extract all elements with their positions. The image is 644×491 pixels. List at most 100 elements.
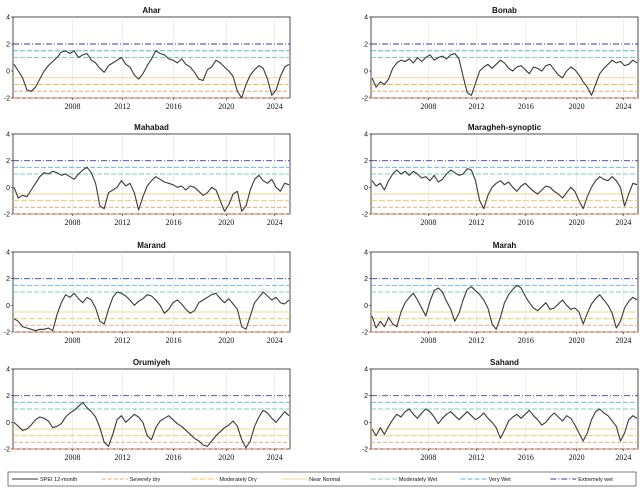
x-tick-label: 2024 [615, 336, 631, 345]
panel-title: Maragheh-synoptic [468, 123, 542, 132]
x-tick-label: 2020 [218, 102, 234, 111]
legend-label: Moderately Wet [399, 477, 438, 483]
x-tick-label: 2024 [615, 453, 631, 462]
x-tick-label: 2012 [468, 102, 484, 111]
y-tick-label: 2 [6, 158, 10, 165]
x-tick-label: 2016 [518, 453, 534, 462]
spei-series-line [371, 168, 638, 210]
panel-mahabad: Mahabad -2 0 2 4 2008 2012 2016 2020 2024 [4, 123, 291, 227]
legend-label: Severely dry [130, 477, 161, 483]
y-tick-label: 2 [364, 276, 368, 283]
y-tick-label: 0 [364, 303, 368, 310]
y-tick-label: -2 [4, 212, 10, 219]
x-tick-label: 2012 [468, 218, 484, 227]
legend-label: Near Normal [309, 477, 340, 483]
y-tick-label: 0 [364, 185, 368, 192]
panel-title: Bonab [492, 6, 517, 15]
x-tick-label: 2020 [569, 336, 585, 345]
y-tick-label: 4 [6, 132, 10, 139]
x-tick-label: 2008 [65, 453, 81, 462]
x-tick-label: 2024 [615, 102, 631, 111]
y-tick-label: -2 [362, 96, 368, 103]
spei-series-line [371, 284, 638, 330]
panel-title: Sahand [490, 358, 519, 367]
x-tick-label: 2012 [114, 336, 130, 345]
y-tick-label: 0 [6, 303, 10, 310]
x-tick-label: 2020 [569, 218, 585, 227]
y-tick-label: 0 [6, 420, 10, 427]
y-tick-label: 4 [6, 15, 10, 22]
x-tick-label: 2020 [218, 453, 234, 462]
x-tick-label: 2020 [569, 453, 585, 462]
y-tick-label: 4 [364, 250, 368, 257]
x-tick-label: 2012 [114, 453, 130, 462]
x-tick-label: 2016 [518, 102, 534, 111]
y-tick-label: 4 [364, 367, 368, 374]
legend-label: Very Wet [489, 477, 512, 483]
x-tick-label: 2024 [267, 336, 283, 345]
y-tick-label: -2 [4, 330, 10, 337]
panel-title: Marand [137, 241, 166, 250]
x-tick-label: 2008 [65, 102, 81, 111]
panel-title: Ahar [142, 6, 160, 15]
y-tick-label: 0 [364, 69, 368, 76]
panel-orumiyeh: Orumiyeh -2 0 2 4 2008 2012 2016 2020 2024 [4, 358, 291, 462]
spei-series-line [13, 401, 290, 449]
x-tick-label: 2016 [518, 218, 534, 227]
x-tick-label: 2008 [420, 336, 436, 345]
y-tick-label: -2 [4, 96, 10, 103]
panel-bonab: Bonab -2 0 2 4 2008 2012 2016 2020 2024 [362, 6, 639, 111]
panel-sahand: Sahand -2 0 2 4 2008 2012 2016 2020 2024 [362, 358, 639, 462]
y-tick-label: 2 [6, 276, 10, 283]
x-tick-label: 2016 [166, 453, 182, 462]
panel-maragheh-synoptic: Maragheh-synoptic -2 0 2 4 2008 2012 2016 2020 20… [362, 123, 639, 227]
x-tick-label: 2016 [166, 336, 182, 345]
panel-title: Mahabad [134, 123, 169, 132]
x-tick-label: 2020 [218, 336, 234, 345]
y-tick-label: 0 [364, 420, 368, 427]
y-tick-label: 4 [364, 132, 368, 139]
y-tick-label: 4 [6, 367, 10, 374]
legend-label: Moderately Dry [219, 477, 257, 483]
y-tick-label: 4 [6, 250, 10, 257]
spei-series-line [13, 50, 290, 99]
x-tick-label: 2016 [518, 336, 534, 345]
legend-label: Extremely wet [578, 477, 613, 483]
y-tick-label: -2 [362, 447, 368, 454]
x-tick-label: 2008 [420, 453, 436, 462]
legend-box [7, 471, 637, 487]
y-tick-label: -2 [4, 447, 10, 454]
y-tick-label: 2 [364, 158, 368, 165]
y-tick-label: 4 [364, 15, 368, 22]
x-tick-label: 2016 [166, 102, 182, 111]
spei-series-line [13, 166, 290, 212]
x-tick-label: 2012 [114, 218, 130, 227]
x-tick-label: 2008 [420, 102, 436, 111]
x-tick-label: 2008 [65, 218, 81, 227]
panel-marah: Marah -2 0 2 4 2008 2012 2016 2020 2024 [362, 241, 639, 345]
y-tick-label: 0 [6, 69, 10, 76]
y-tick-label: -2 [362, 330, 368, 337]
y-tick-label: 0 [6, 185, 10, 192]
legend-label: SPEI 12-month [40, 477, 77, 483]
x-tick-label: 2024 [267, 453, 283, 462]
panel-marand: Marand -2 0 2 4 2008 2012 2016 2020 2024 [4, 241, 291, 345]
x-tick-label: 2024 [267, 102, 283, 111]
x-tick-label: 2020 [569, 102, 585, 111]
spei-series-line [13, 291, 290, 332]
y-tick-label: 2 [6, 393, 10, 400]
y-tick-label: 2 [6, 42, 10, 49]
x-tick-label: 2008 [65, 336, 81, 345]
panel-title: Orumiyeh [133, 358, 170, 367]
x-tick-label: 2016 [166, 218, 182, 227]
x-tick-label: 2008 [420, 218, 436, 227]
x-tick-label: 2012 [468, 453, 484, 462]
x-tick-label: 2024 [615, 218, 631, 227]
legend: SPEI 12-month Severely dry Moderately Dry N… [7, 471, 637, 487]
panel-ahar: Ahar -2 0 2 4 2008 2012 2016 2020 2024 [4, 6, 291, 111]
y-tick-label: 2 [364, 393, 368, 400]
y-tick-label: 2 [364, 42, 368, 49]
x-tick-label: 2024 [267, 218, 283, 227]
